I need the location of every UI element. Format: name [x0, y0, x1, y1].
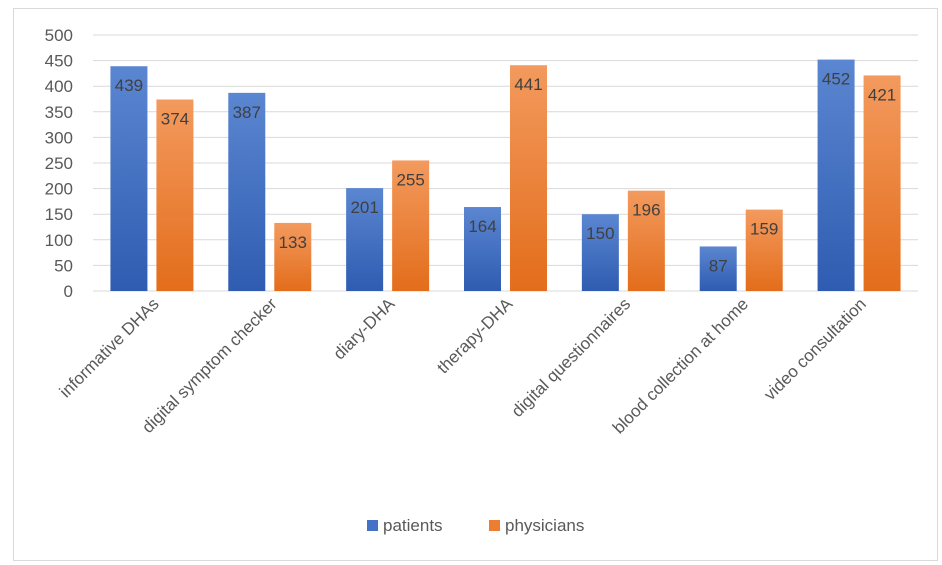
data-label: 164 — [468, 217, 496, 236]
bar-patients — [581, 214, 619, 291]
data-label: 150 — [586, 224, 614, 243]
bar-patients — [228, 92, 266, 291]
y-tick-label: 350 — [45, 103, 73, 122]
legend: patients physicians — [367, 516, 584, 535]
bar-patients — [346, 188, 384, 291]
x-tick-label: digital questionnaires — [508, 294, 634, 420]
data-label: 201 — [350, 198, 378, 217]
bar-physicians — [627, 190, 665, 291]
x-tick-label: therapy-DHA — [433, 294, 516, 377]
data-label: 255 — [396, 170, 424, 189]
gridlines — [93, 34, 918, 292]
data-label: 421 — [868, 85, 896, 104]
y-tick-label: 150 — [45, 205, 73, 224]
bar-physicians — [510, 65, 547, 291]
data-label: 159 — [750, 220, 778, 239]
bar-patients — [817, 59, 855, 291]
y-tick-label: 300 — [45, 128, 73, 147]
bar-physicians — [745, 209, 783, 291]
legend-swatch-physicians — [489, 520, 500, 531]
x-tick-label: blood collection at home — [609, 294, 752, 437]
y-tick-label: 200 — [45, 180, 73, 199]
bar-patients — [110, 66, 148, 292]
y-tick-label: 500 — [45, 26, 73, 45]
x-tick-label: informative DHAs — [56, 294, 163, 401]
x-tick-label: digital symptom checker — [138, 294, 281, 437]
bar-patients — [699, 246, 737, 291]
data-labels: 439 374 387 133 201 255 164 441 150 196 87 159 452 42… — [115, 70, 897, 276]
bars — [110, 59, 901, 292]
bar-physicians — [156, 99, 194, 292]
bar-physicians — [863, 75, 901, 291]
bar-physicians — [392, 160, 430, 291]
y-tick-label: 100 — [45, 231, 73, 250]
data-label: 374 — [161, 110, 189, 129]
x-tick-label: diary-DHA — [330, 294, 399, 363]
y-tick-label: 450 — [45, 52, 73, 71]
data-label: 387 — [233, 103, 261, 122]
legend-swatch-patients — [367, 520, 378, 531]
legend-label-physicians: physicians — [505, 516, 584, 535]
data-label: 439 — [115, 76, 143, 95]
x-tick-label: video consultation — [760, 294, 870, 404]
data-label: 87 — [709, 256, 728, 275]
data-label: 452 — [822, 70, 850, 89]
y-axis: 0 50 100 150 200 250 300 350 400 450 500 — [45, 26, 73, 301]
data-label: 196 — [632, 201, 660, 220]
y-tick-label: 400 — [45, 77, 73, 96]
y-tick-label: 0 — [64, 282, 73, 301]
bar-physicians — [274, 222, 312, 291]
y-tick-label: 50 — [54, 256, 73, 275]
y-tick-label: 250 — [45, 154, 73, 173]
bar-patients — [464, 207, 501, 291]
data-label: 133 — [279, 233, 307, 252]
legend-label-patients: patients — [383, 516, 443, 535]
data-label: 441 — [514, 75, 542, 94]
